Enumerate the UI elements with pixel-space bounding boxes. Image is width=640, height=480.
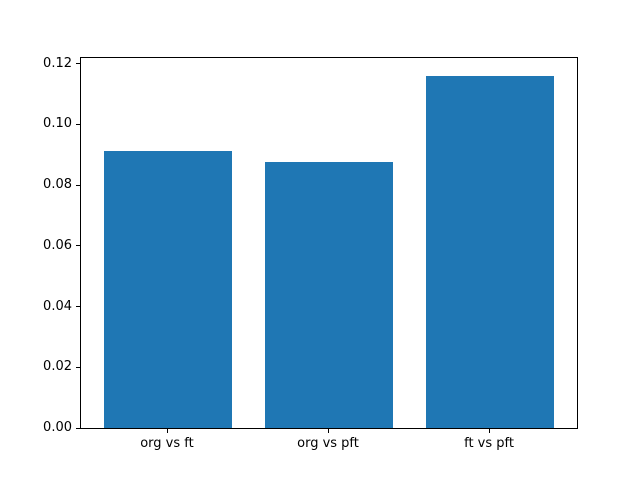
y-tick-mark [76, 184, 80, 186]
y-tick-label: 0.04 [43, 298, 72, 314]
x-tick-label: org vs pft [297, 436, 359, 451]
x-tick-mark [489, 429, 491, 433]
bar-org-vs-ft [103, 150, 233, 428]
y-tick-mark [76, 245, 80, 247]
y-tick-mark [76, 123, 80, 125]
x-tick-mark [328, 429, 329, 433]
y-tick-label: 0.10 [43, 116, 72, 132]
y-tick-label: 0.02 [43, 359, 72, 375]
y-tick-label: 0.06 [43, 237, 72, 253]
y-tick-label: 0.00 [43, 420, 72, 435]
x-tick-label: org vs ft [140, 436, 194, 451]
y-tick-mark [76, 366, 80, 368]
y-tick-mark [76, 306, 80, 308]
plot-area [80, 57, 578, 429]
bar-ft-vs-pft [425, 75, 555, 428]
x-tick-mark [166, 429, 168, 433]
bar-org-vs-pft [264, 161, 394, 428]
y-tick-label: 0.08 [43, 177, 72, 193]
x-tick-label: ft vs pft [464, 436, 514, 451]
y-tick-mark [76, 427, 80, 429]
y-tick-mark [76, 63, 80, 65]
y-tick-label: 0.12 [43, 55, 72, 71]
